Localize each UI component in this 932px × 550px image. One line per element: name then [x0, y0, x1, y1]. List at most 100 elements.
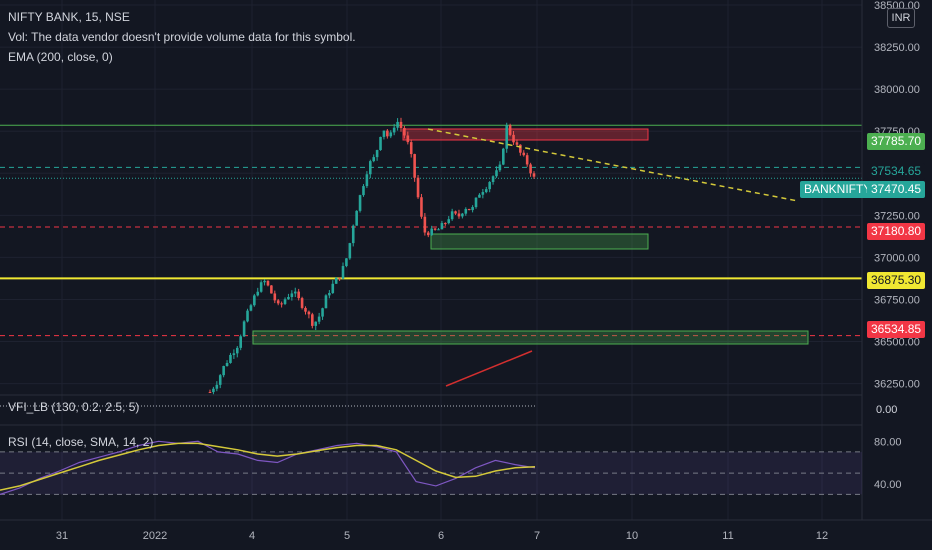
candle-body — [235, 347, 239, 354]
candle-body — [481, 192, 485, 195]
zones — [252, 128, 809, 345]
candle-body — [423, 216, 427, 233]
candle-body — [416, 177, 420, 198]
candle-body — [246, 310, 249, 322]
candle-body — [287, 296, 290, 300]
candle-body — [307, 311, 311, 315]
candle-body — [389, 132, 393, 137]
candle-body — [321, 308, 324, 317]
candle-body — [355, 210, 358, 226]
x-tick-label: 5 — [344, 530, 350, 542]
volume-note: Vol: The data vendor doesn't provide vol… — [8, 30, 356, 44]
rsi-tick-label: 40.00 — [874, 479, 902, 491]
y-tick-label: 37000.00 — [874, 252, 920, 264]
candle-body — [365, 174, 369, 187]
last-price-tag: 37470.45 — [867, 181, 926, 198]
support-zone — [430, 233, 649, 250]
rsi-ma-line — [0, 442, 536, 491]
x-tick-label: 2022 — [143, 530, 167, 542]
candle-body — [519, 144, 522, 153]
resistance-zone — [402, 128, 649, 141]
rsi-legend[interactable]: RSI (14, close, SMA, 14, 2) — [8, 435, 154, 449]
vfi-legend[interactable]: VFI_LB (130, 0.2, 2.5, 5) — [8, 400, 140, 414]
candle-body — [283, 299, 287, 304]
level-lines — [0, 124, 862, 337]
candle-body — [467, 208, 471, 211]
candle-body — [382, 130, 386, 137]
mid-level-tag: 37534.65 — [867, 163, 926, 180]
ema-line — [445, 350, 533, 387]
candle-body — [232, 353, 236, 355]
candle-body — [259, 282, 263, 292]
candle-body — [348, 243, 352, 259]
candle-body — [208, 392, 212, 393]
candle-body — [430, 228, 433, 236]
currency-badge[interactable]: INR — [887, 8, 915, 28]
y-tick-label: 36750.00 — [874, 294, 920, 306]
candle-body — [454, 211, 457, 214]
candles — [208, 117, 536, 395]
candle-body — [276, 300, 280, 304]
y-tick-label: 38000.00 — [874, 84, 920, 96]
candle-body — [273, 293, 277, 301]
y-tick-label: 36500.00 — [874, 337, 920, 349]
candle-body — [379, 136, 382, 151]
candle-body — [304, 307, 307, 312]
ema-legend[interactable]: EMA (200, close, 0) — [8, 50, 113, 64]
candle-body — [478, 194, 481, 198]
candle-body — [338, 277, 341, 279]
candle-body — [362, 186, 365, 196]
candle-body — [280, 303, 283, 305]
candle-body — [502, 148, 505, 165]
rsi-pane: 80.00 40.00 — [0, 436, 902, 495]
ema-line — [445, 350, 533, 387]
lower-level-tag: 36534.85 — [867, 321, 926, 338]
candle-body — [311, 314, 314, 326]
candle-body — [215, 384, 219, 389]
candle-body — [413, 154, 416, 178]
candle-body — [341, 266, 345, 279]
symbol-title[interactable]: NIFTY BANK, 15, NSE — [8, 10, 130, 24]
candle-body — [229, 354, 232, 363]
candle-body — [484, 189, 488, 193]
candle-body — [440, 223, 444, 230]
candle-body — [239, 336, 242, 348]
candle-body — [505, 125, 509, 149]
x-tick-label: 31 — [56, 530, 68, 542]
candle-body — [426, 232, 430, 236]
candle-body — [396, 121, 399, 128]
candle-body — [351, 225, 355, 244]
candle-body — [300, 298, 304, 308]
red-level-tag: 37180.80 — [867, 223, 926, 240]
x-axis: 31 2022 4 5 6 7 10 11 12 — [0, 519, 932, 542]
candle-body — [474, 197, 478, 208]
candle-body — [270, 285, 273, 294]
candle-body — [444, 223, 447, 225]
candle-body — [420, 197, 423, 217]
symbol-tag: BANKNIFTY — [800, 181, 876, 198]
candle-body — [450, 211, 454, 220]
upper-level-tag: 37785.70 — [867, 133, 926, 150]
candle-body — [218, 375, 222, 385]
candle-body — [532, 173, 536, 177]
candle-body — [290, 293, 294, 297]
x-tick-label: 7 — [534, 530, 540, 542]
x-tick-label: 11 — [722, 530, 733, 542]
candle-body — [222, 366, 225, 376]
candle-body — [409, 142, 413, 155]
candle-body — [433, 228, 437, 230]
yellow-level-tag: 36875.30 — [867, 272, 926, 289]
candle-body — [403, 128, 406, 136]
candle-body — [461, 213, 464, 217]
demand-zone — [252, 330, 809, 345]
candle-body — [297, 291, 300, 299]
candle-body — [508, 125, 512, 135]
y-axis: 38500.0038250.0038000.0037750.0037500.00… — [861, 0, 920, 520]
candle-body — [525, 155, 529, 165]
candle-body — [358, 195, 362, 211]
y-tick-label: 36250.00 — [874, 379, 920, 391]
candle-body — [331, 283, 335, 294]
y-tick-label: 38500.00 — [874, 0, 920, 12]
candle-body — [266, 280, 270, 286]
